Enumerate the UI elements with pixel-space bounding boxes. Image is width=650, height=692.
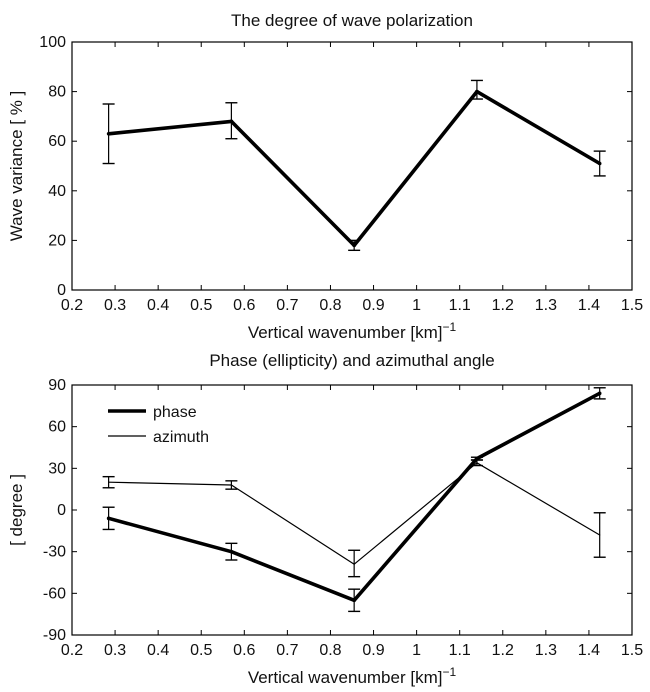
plot-area — [71, 41, 633, 291]
y-tick-label: 20 — [48, 232, 66, 249]
error-bar-series-0 — [348, 239, 361, 252]
y-tick-label: 60 — [48, 133, 66, 150]
x-tick-label: 1.3 — [535, 297, 557, 314]
error-bar-phase — [225, 542, 238, 561]
x-tick-label: 1.4 — [578, 297, 600, 314]
error-bar-azimuth — [470, 459, 483, 467]
x-tick-label: 1.1 — [449, 297, 471, 314]
x-tick-label: 0.6 — [233, 297, 255, 314]
y-ticks: -90 -60 -30 0 30 60 90 — [43, 377, 632, 644]
data-point-azimuth — [353, 563, 355, 565]
x-tick-label: 0.3 — [104, 297, 126, 314]
error-bar-series-0 — [102, 103, 115, 165]
data-point-series-0 — [352, 243, 356, 248]
y-tick-label: 30 — [48, 460, 66, 477]
x-tick-label: 0.8 — [319, 297, 341, 314]
x-tick-label: 1.2 — [492, 642, 514, 659]
x-tick-label: 0.2 — [61, 297, 83, 314]
x-tick-label: 1 — [412, 642, 421, 659]
y-tick-label: 80 — [48, 84, 66, 101]
data-point-azimuth — [230, 484, 232, 486]
y-tick-label: 90 — [48, 377, 66, 394]
error-bar-phase — [102, 506, 115, 531]
error-bar-series-0 — [593, 150, 606, 177]
x-tick-label: 1.4 — [578, 642, 600, 659]
x-tick-label: 0.5 — [190, 297, 212, 314]
data-point-series-0 — [597, 161, 602, 166]
data-point-phase — [229, 549, 234, 554]
legend-item-azimuth: azimuth — [108, 429, 209, 446]
x-tick-label: 1.5 — [621, 297, 643, 314]
x-axis-label: Vertical wavenumber [km]−1 — [248, 665, 457, 687]
y-tick-label: 60 — [48, 419, 66, 436]
error-bar-azimuth — [225, 480, 238, 490]
x-tick-label: 1.1 — [449, 642, 471, 659]
data-point-phase — [106, 516, 111, 521]
x-tick-label: 0.8 — [319, 642, 341, 659]
x-tick-label: 0.2 — [61, 642, 83, 659]
chart-title: The degree of wave polarization — [231, 11, 473, 30]
data-point-azimuth — [599, 534, 601, 536]
error-bar-azimuth — [593, 512, 606, 558]
x-tick-label: 1.3 — [535, 642, 557, 659]
x-ticks: 0.2 0.3 0.4 0.5 0.6 0.7 0.8 0.9 1 1.1 1.2 1.3 1.4 1.5 — [61, 42, 643, 314]
error-bar-azimuth — [102, 475, 115, 489]
error-bar-series-0 — [225, 102, 238, 140]
y-tick-label: -60 — [43, 585, 66, 602]
x-axis-label: Vertical wavenumber [km]−1 — [248, 320, 457, 342]
data-point-series-0 — [229, 119, 234, 124]
y-tick-label: -90 — [43, 627, 66, 644]
x-tick-label: 1 — [412, 297, 421, 314]
x-tick-label: 0.4 — [147, 642, 169, 659]
legend-item-phase: phase — [108, 404, 197, 421]
y-axis-label: Wave variance [ % ] — [7, 91, 26, 242]
x-tick-label: 0.7 — [276, 642, 298, 659]
error-bar-phase — [593, 387, 606, 400]
x-tick-label: 0.6 — [233, 642, 255, 659]
y-tick-label: -30 — [43, 544, 66, 561]
y-tick-label: 0 — [57, 502, 66, 519]
series-layer — [102, 387, 606, 613]
data-point-phase — [352, 598, 356, 603]
error-bar-phase — [348, 588, 361, 613]
x-tick-label: 1.2 — [492, 297, 514, 314]
data-point-phase — [597, 391, 602, 396]
x-tick-label: 0.5 — [190, 642, 212, 659]
legend-label-azimuth: azimuth — [153, 429, 209, 446]
data-point-series-0 — [475, 89, 479, 94]
data-point-azimuth — [108, 481, 110, 483]
y-axis-label: [ degree ] — [7, 474, 26, 546]
error-bar-series-0 — [470, 79, 483, 100]
data-point-series-0 — [106, 131, 111, 136]
data-point-azimuth — [476, 462, 478, 464]
chart-wave-polarization: The degree of wave polarization 0.2 0.3 0.… — [7, 11, 643, 342]
series-layer — [102, 79, 606, 252]
chart-phase-azimuth: Phase (ellipticity) and azimuthal angle … — [7, 351, 643, 687]
x-ticks: 0.2 0.3 0.4 0.5 0.6 0.7 0.8 0.9 1 1.1 1.2 1.3 1.4 1.5 — [61, 385, 643, 659]
error-bar-azimuth — [348, 549, 361, 578]
legend-label-phase: phase — [153, 404, 197, 421]
x-tick-label: 0.9 — [362, 642, 384, 659]
chart-title: Phase (ellipticity) and azimuthal angle — [209, 351, 494, 370]
legend: phase azimuth — [108, 404, 209, 446]
x-tick-label: 0.3 — [104, 642, 126, 659]
x-tick-label: 1.5 — [621, 642, 643, 659]
x-tick-label: 0.4 — [147, 297, 169, 314]
y-tick-label: 100 — [39, 34, 66, 51]
x-tick-label: 0.7 — [276, 297, 298, 314]
x-tick-label: 0.9 — [362, 297, 384, 314]
y-tick-label: 40 — [48, 183, 66, 200]
y-tick-label: 0 — [57, 282, 66, 299]
y-ticks: 0 20 40 60 80 100 — [39, 34, 632, 299]
